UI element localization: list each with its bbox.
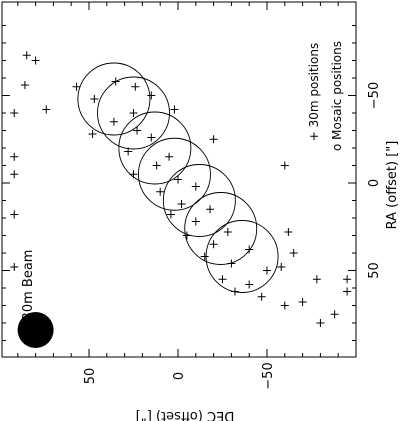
plus-marker xyxy=(20,81,29,89)
plus-marker xyxy=(263,266,271,275)
plus-marker xyxy=(257,292,266,301)
plus-marker xyxy=(129,109,138,117)
plus-marker xyxy=(111,77,120,86)
dec-tick-label: 0 xyxy=(172,372,187,380)
plus-marker xyxy=(289,249,298,257)
mosaic-circle xyxy=(184,192,258,265)
dec-tick-label: 50 xyxy=(83,368,98,385)
plus-marker xyxy=(124,147,133,156)
dec-axis-label: DEC (offset) ["] xyxy=(136,408,235,421)
plus-marker xyxy=(218,275,227,284)
legend: + 30m positions o Mosaic positions xyxy=(307,41,344,151)
plus-marker xyxy=(298,298,307,306)
plus-marker xyxy=(206,205,215,214)
ra-tick-label: −50 xyxy=(367,82,382,109)
plus-marker xyxy=(165,152,174,161)
plus-marker xyxy=(227,259,236,268)
plus-marker xyxy=(245,245,254,254)
axis-labels: RA (offset) ["] DEC (offset) ["] xyxy=(136,141,400,421)
mosaic-circle xyxy=(162,164,236,237)
plus-marker xyxy=(182,231,191,240)
mosaic-circle xyxy=(205,220,279,293)
plus-marker xyxy=(10,109,19,117)
plus-marker xyxy=(209,135,218,144)
plus-marker xyxy=(316,319,325,327)
plus-marker xyxy=(72,82,81,91)
plus-marker xyxy=(209,240,218,249)
plus-marker xyxy=(277,263,286,271)
plus-marker xyxy=(284,228,293,236)
positions-30m xyxy=(10,51,352,327)
axis-ticks xyxy=(2,2,356,357)
plus-marker xyxy=(170,105,179,114)
plus-marker xyxy=(223,228,232,236)
beam-marker: 30m Beam xyxy=(17,250,54,348)
beam-disk xyxy=(17,312,54,348)
ra-axis-label: RA (offset) ["] xyxy=(385,141,400,230)
plus-marker xyxy=(191,182,200,191)
plus-marker xyxy=(343,287,352,296)
plus-marker xyxy=(147,91,156,100)
plus-marker xyxy=(312,275,321,284)
plus-marker xyxy=(230,287,239,296)
plus-marker xyxy=(245,280,254,289)
beam-label: 30m Beam xyxy=(21,250,36,321)
mosaic-circle xyxy=(97,76,170,150)
mosaic-circle xyxy=(137,137,211,211)
legend-plus-entry: + 30m positions xyxy=(307,43,321,141)
plus-marker xyxy=(10,152,19,161)
mosaic-circle xyxy=(118,111,192,185)
plus-marker xyxy=(152,161,161,170)
plus-marker xyxy=(343,275,352,284)
plus-marker xyxy=(177,200,186,208)
ra-tick-label: 50 xyxy=(367,262,382,279)
plus-marker xyxy=(200,252,209,261)
plus-marker xyxy=(191,217,200,226)
plus-marker xyxy=(88,130,97,138)
plus-marker xyxy=(109,117,118,126)
plus-marker xyxy=(31,56,40,65)
plus-marker xyxy=(42,105,51,114)
plus-marker xyxy=(280,301,289,310)
plus-marker xyxy=(166,210,175,219)
legend-circle-entry: o Mosaic positions xyxy=(330,41,344,151)
plus-marker xyxy=(129,170,138,179)
plus-marker xyxy=(280,161,289,170)
plus-marker xyxy=(174,175,182,184)
plus-marker xyxy=(133,126,142,135)
plus-marker xyxy=(90,95,99,103)
dec-tick-label: −50 xyxy=(261,362,276,389)
mosaic-circle xyxy=(77,62,151,136)
plus-marker xyxy=(10,170,19,179)
ra-tick-label: 0 xyxy=(367,179,382,187)
plus-marker xyxy=(10,263,19,271)
plus-marker xyxy=(330,310,339,319)
plus-marker xyxy=(10,210,19,219)
plus-marker xyxy=(22,51,31,60)
tick-labels: 50 0 −50 50 0 −50 xyxy=(83,82,382,390)
plus-marker xyxy=(147,133,156,142)
plot-frame xyxy=(1,1,357,358)
plus-marker xyxy=(131,82,140,91)
plus-marker xyxy=(156,187,165,196)
